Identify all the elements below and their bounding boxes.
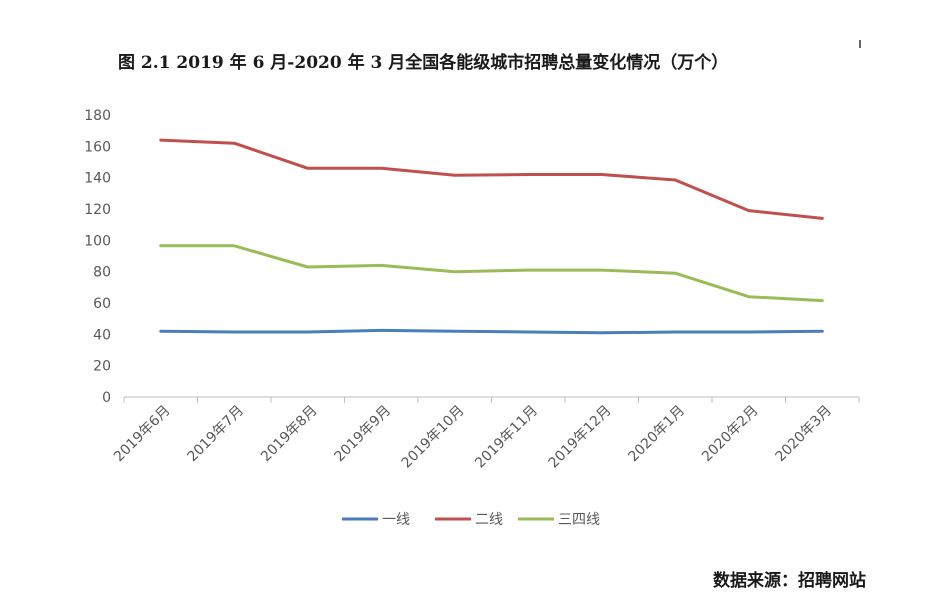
x-tick-label: 2019年8月	[258, 403, 321, 466]
x-tick-label: 2019年9月	[331, 403, 394, 466]
x-tick-label: 2020年1月	[625, 403, 688, 466]
y-tick-label: 180	[84, 108, 111, 124]
y-tick-label: 160	[84, 139, 111, 155]
y-tick-label: 20	[93, 359, 111, 375]
y-tick-label: 0	[102, 390, 111, 406]
corner-mark	[859, 40, 861, 48]
data-source: 数据来源：招聘网站	[713, 571, 866, 591]
y-tick-label: 40	[93, 327, 111, 343]
x-tick-label: 2019年11月	[472, 403, 541, 472]
series-line-2	[159, 244, 824, 303]
chart-title: 图 2.1 2019 年 6 月-2020 年 3 月全国各能级城市招聘总量变化…	[118, 53, 729, 73]
series-lines	[159, 138, 824, 335]
x-tick-label: 2020年3月	[772, 403, 835, 466]
legend-label: 一线	[382, 512, 410, 528]
x-axis: 2019年6月 2019年7月 2019年8月 2019年9月 2019年10月 2019…	[111, 396, 860, 472]
series-line-1	[159, 138, 824, 220]
x-tick-label: 2019年6月	[111, 403, 174, 466]
y-tick-label: 80	[93, 265, 111, 281]
x-tick-label: 2019年7月	[184, 403, 247, 466]
y-tick-label: 60	[93, 296, 111, 312]
series-line-0	[159, 328, 824, 335]
x-tick-label: 2019年12月	[546, 403, 615, 472]
legend-label: 三四线	[558, 512, 600, 528]
legend: 一线 二线 三四线	[342, 512, 600, 528]
x-tick-label: 2019年10月	[399, 403, 468, 472]
y-axis-labels: 0 20 40 60 80 100 120 140 160 180	[84, 108, 111, 406]
y-tick-label: 120	[84, 202, 111, 218]
x-tick-label: 2020年2月	[699, 403, 762, 466]
legend-label: 二线	[475, 512, 503, 528]
y-tick-label: 140	[84, 171, 111, 187]
y-tick-label: 100	[84, 233, 111, 249]
